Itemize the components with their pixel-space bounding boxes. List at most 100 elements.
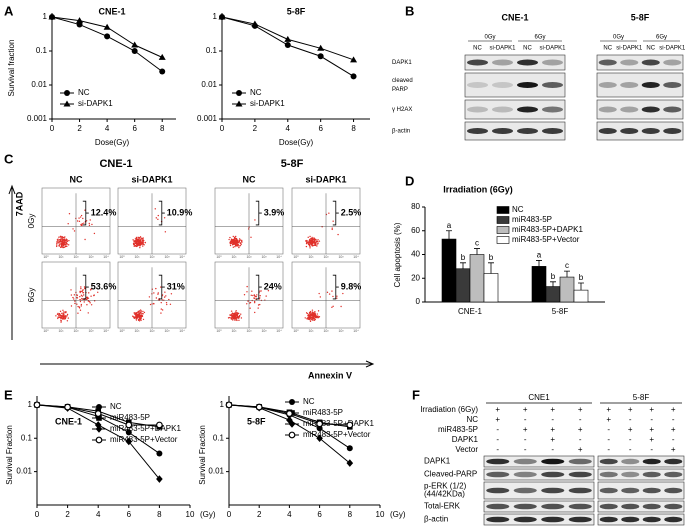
x-tick-label: 6 (127, 510, 132, 519)
flow-event (139, 309, 142, 311)
flow-event (234, 237, 236, 240)
legend-label: NC (78, 88, 90, 97)
blot-band (664, 458, 683, 465)
condition-sign: - (607, 425, 610, 434)
blot-band (599, 458, 618, 465)
flow-event (240, 317, 243, 319)
axis-tick-label: 10⁴ (179, 255, 185, 259)
flow-event (239, 239, 242, 241)
blot-band (486, 471, 510, 478)
flow-event (137, 239, 140, 241)
blot-band (568, 471, 592, 478)
flow-event (331, 227, 333, 229)
legend-label: NC (110, 402, 122, 411)
condition-sign: + (628, 425, 633, 434)
flow-event (90, 304, 93, 306)
flow-event (257, 304, 260, 306)
flow-event (235, 238, 238, 241)
flow-event (70, 305, 73, 307)
data-point (125, 429, 132, 436)
cell-line-title: CNE-1 (99, 158, 132, 170)
condition-sign: - (551, 415, 554, 424)
legend-label: si-DAPK1 (250, 99, 285, 108)
flow-event (134, 314, 137, 316)
flow-event (230, 238, 233, 240)
flow-event (254, 295, 256, 297)
flow-event (70, 289, 72, 291)
significance-letter: b (489, 253, 494, 262)
flow-event (313, 240, 316, 242)
percentage-label: 53.6% (91, 281, 117, 291)
blot-strip (483, 455, 595, 468)
blot-band (598, 59, 617, 66)
column-label: NC (243, 174, 256, 184)
flow-event (84, 209, 86, 211)
flow-event (78, 217, 80, 219)
flow-event (135, 236, 138, 239)
flow-event (141, 315, 144, 317)
y-axis-label: 7AAD (14, 191, 24, 216)
flow-event (61, 244, 64, 246)
condition-sign: + (578, 445, 583, 454)
cell-line-title: 5-8F (631, 12, 650, 22)
legend-label: NC (303, 397, 315, 406)
flow-event (59, 236, 62, 238)
condition-sign: - (672, 415, 675, 424)
blot-strip (597, 455, 685, 468)
data-point (284, 35, 292, 42)
flow-event (73, 298, 75, 300)
data-point (225, 401, 233, 409)
flow-event (232, 312, 234, 315)
flow-event (229, 316, 231, 319)
flow-event (93, 294, 95, 297)
condition-sign: + (606, 415, 611, 424)
y-tick-label: 0.1 (213, 433, 225, 442)
flow-event (318, 240, 321, 242)
condition-label: DAPK1 (452, 435, 479, 444)
flow-event (62, 318, 64, 320)
x-tick-label: CNE-1 (458, 307, 483, 316)
chart-title: CNE-1 (55, 416, 82, 426)
panel-label: D (405, 173, 414, 188)
flow-event (234, 243, 237, 246)
flow-event (310, 313, 313, 316)
y-arrow (8, 184, 16, 340)
flow-event (160, 312, 162, 314)
blot-strip (483, 468, 595, 481)
x-tick-label: 0 (35, 510, 40, 519)
data-point (104, 33, 111, 40)
flow-event (153, 292, 155, 294)
flow-event (311, 237, 313, 240)
blot-band (541, 516, 565, 523)
flow-event (155, 287, 157, 290)
flow-event (80, 214, 83, 217)
condition-sign: + (606, 405, 611, 414)
flow-event (61, 312, 63, 315)
flow-event (308, 315, 310, 317)
blot-band (620, 128, 639, 134)
axis-tick-label: 10² (246, 255, 252, 259)
flow-event (64, 315, 67, 317)
percentage-label: 10.9% (167, 207, 193, 217)
flow-event (87, 312, 89, 314)
panel-label: A (4, 3, 14, 18)
flow-event (63, 238, 66, 241)
row-label: DAPK1 (424, 457, 451, 466)
blot-band (541, 487, 565, 494)
condition-sign: + (671, 405, 676, 414)
percentage-label: 2.5% (341, 207, 362, 217)
error-bar (550, 281, 556, 287)
blot-band (642, 471, 661, 478)
y-tick-label: 0 (416, 297, 421, 306)
flow-event (88, 224, 91, 227)
blot-band (517, 128, 538, 134)
flow-event (308, 241, 310, 243)
flow-event (68, 239, 70, 242)
y-tick-label: 0.1 (21, 433, 33, 442)
flow-event (309, 320, 312, 323)
blot-band (467, 128, 488, 134)
x-axis-label: (Gy) (200, 510, 216, 519)
flow-event (60, 321, 62, 323)
flow-event (132, 242, 135, 245)
flow-event (241, 239, 243, 242)
